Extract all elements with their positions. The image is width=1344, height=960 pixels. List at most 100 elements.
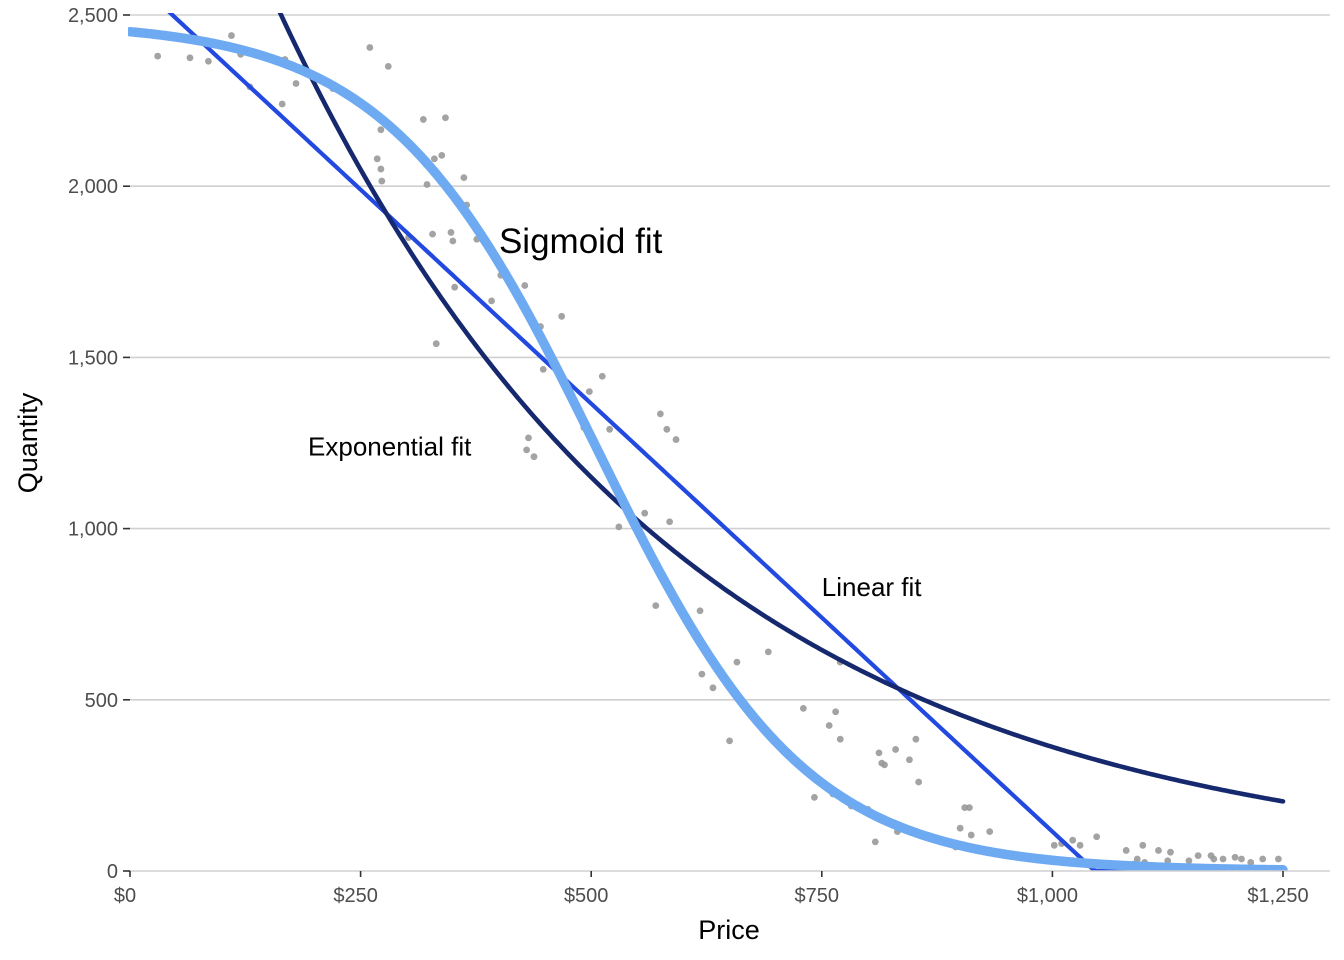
data-point [373, 155, 381, 163]
data-point [525, 434, 532, 442]
data-point [442, 114, 449, 122]
data-point [429, 230, 436, 238]
annotation-label: Linear fit [822, 572, 922, 602]
data-point [696, 607, 704, 615]
data-point [1238, 855, 1245, 863]
x-tick-label: $250 [333, 885, 378, 907]
x-axis-title: Price [698, 915, 760, 945]
data-point [606, 425, 614, 433]
y-tick-label: 2,500 [68, 5, 118, 27]
data-point [881, 761, 888, 769]
data-point [709, 684, 717, 692]
data-point [384, 62, 392, 70]
data-point [825, 722, 833, 729]
data-point [906, 756, 913, 764]
data-point [1093, 833, 1101, 841]
data-point [892, 746, 899, 753]
data-point [460, 174, 468, 182]
data-point [205, 57, 212, 65]
data-point [558, 312, 566, 320]
data-point [811, 793, 818, 801]
data-point [1139, 841, 1147, 849]
data-point [438, 151, 446, 159]
data-point [641, 509, 649, 517]
data-point [377, 126, 385, 134]
data-point [875, 749, 883, 757]
data-point [598, 372, 606, 380]
data-point [915, 778, 923, 786]
data-point [656, 410, 664, 418]
fit-curves [128, 13, 1288, 871]
y-tick-label: 1,500 [68, 347, 118, 369]
y-axis-title: Quantity [13, 392, 43, 493]
data-point [1274, 855, 1282, 863]
data-point [1259, 855, 1267, 863]
y-axis: 0 500 1,000 1,500 2,000 2,500 [68, 5, 130, 883]
data-point [967, 831, 975, 839]
data-point [377, 165, 385, 173]
data-point [278, 100, 286, 108]
data-point [523, 446, 531, 454]
data-point [451, 283, 459, 291]
data-point [154, 52, 162, 60]
data-point [292, 80, 300, 87]
x-axis: $0 $250 $500 $750 $1,000 $1,250 [114, 870, 1330, 907]
data-point [419, 116, 427, 123]
x-tick-label: $500 [564, 885, 609, 907]
y-tick-label: 1,000 [68, 519, 118, 541]
data-point [764, 648, 772, 656]
data-point [1167, 848, 1174, 856]
data-point [521, 282, 529, 289]
data-point [1219, 855, 1227, 863]
data-point [430, 155, 438, 163]
data-point [1185, 857, 1193, 865]
data-point [530, 453, 538, 461]
data-point [1076, 841, 1084, 849]
data-point [1122, 847, 1130, 854]
data-point [1050, 841, 1058, 849]
curve-annotations: Sigmoid fit Exponential fit Linear fit [308, 222, 922, 602]
data-point [956, 824, 964, 832]
annotation-label: Exponential fit [308, 431, 472, 461]
data-point [1231, 853, 1239, 861]
data-point [615, 523, 623, 531]
data-point [1069, 836, 1077, 844]
annotation-label: Sigmoid fit [499, 222, 663, 261]
y-tick-label: 0 [107, 861, 118, 883]
data-point [832, 708, 840, 716]
data-point [447, 229, 455, 236]
exponential-fit-curve [277, 13, 1286, 804]
data-point [698, 670, 706, 678]
data-point [366, 44, 374, 51]
x-tick-label: $1,250 [1247, 885, 1308, 907]
x-tick-label: $1,000 [1017, 885, 1078, 907]
data-point [1210, 855, 1218, 863]
data-point [672, 436, 680, 443]
data-point [1164, 857, 1172, 865]
data-point [836, 735, 844, 743]
data-point [912, 735, 920, 743]
y-tick-label: 2,000 [68, 176, 118, 198]
data-point [1155, 847, 1162, 854]
data-point [1194, 852, 1202, 859]
data-point [186, 54, 194, 62]
data-point [965, 804, 973, 812]
data-point [539, 365, 547, 373]
data-point [663, 425, 671, 433]
data-point [488, 297, 495, 305]
y-tick-label: 500 [85, 690, 118, 712]
data-point [666, 518, 674, 526]
x-tick-label: $750 [795, 885, 840, 907]
sigmoid-fit-curve [128, 26, 1288, 871]
data-point [449, 237, 457, 245]
data-point [432, 340, 440, 348]
data-point [423, 181, 431, 188]
data-point [378, 177, 386, 185]
grid-lines [128, 14, 1330, 701]
data-point [799, 704, 807, 712]
data-point [652, 602, 660, 610]
data-point [585, 388, 593, 396]
data-point [1247, 859, 1255, 866]
data-point [986, 828, 994, 836]
